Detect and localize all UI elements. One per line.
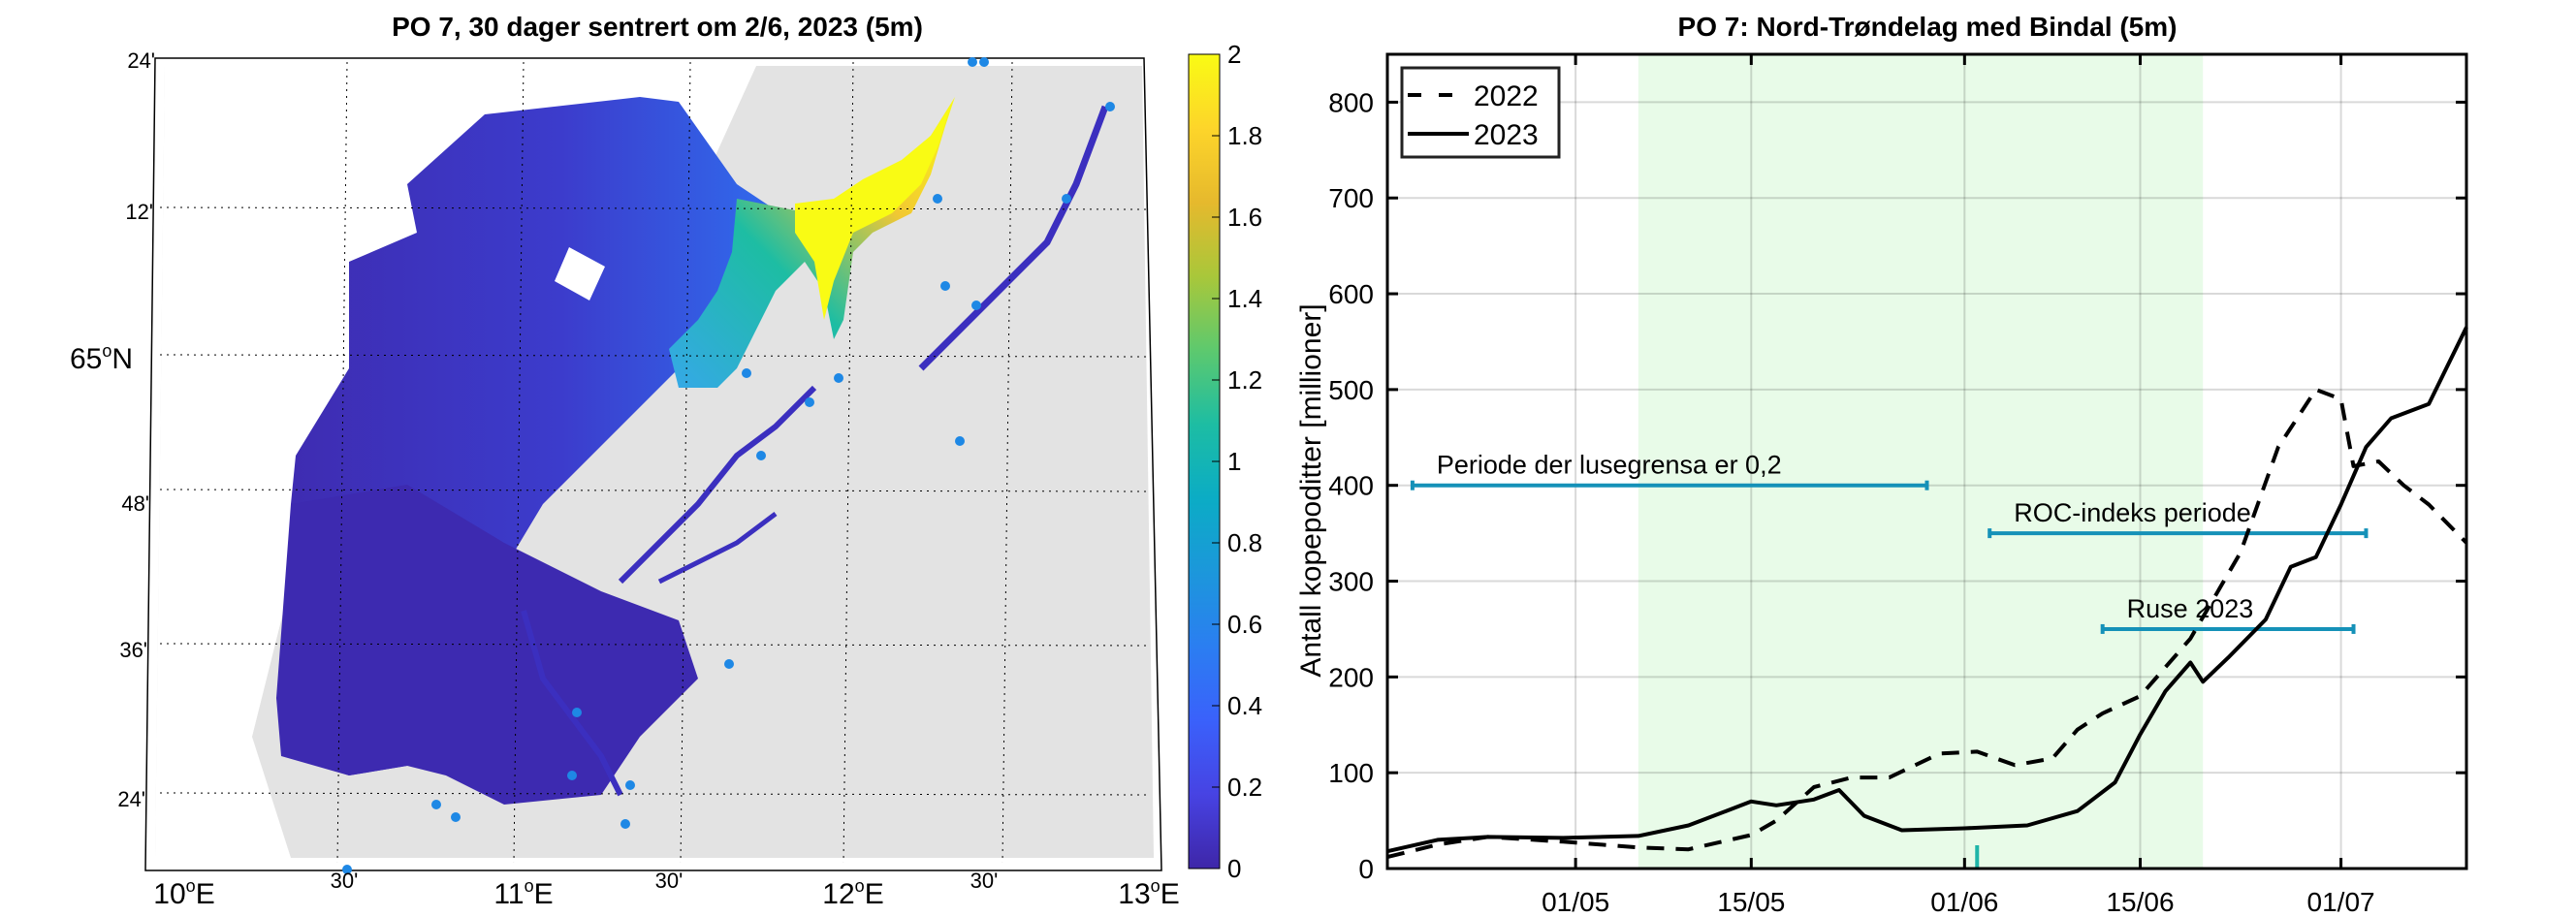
latitude-label: 12' <box>125 200 153 224</box>
colorbar-tick-label: 2 <box>1227 40 1241 69</box>
longitude-label: 30' <box>655 869 684 893</box>
y-tick-label: 500 <box>1328 375 1374 405</box>
map-title: PO 7, 30 dager sentrert om 2/6, 2023 (5m… <box>392 12 923 42</box>
station-marker <box>451 812 461 822</box>
station-marker <box>620 819 630 829</box>
chart-title: PO 7: Nord-Trøndelag med Bindal (5m) <box>1677 12 2178 42</box>
station-markers <box>342 57 1115 874</box>
map-figure: 10oE 30' 11oE 30' 12oE 30' 13oE 24' 12' 65oN 48' 3… <box>70 40 1262 910</box>
x-tick-label: 01/05 <box>1542 887 1609 917</box>
meridian <box>1002 61 1013 864</box>
y-tick-label: 300 <box>1328 567 1374 597</box>
y-tick-label: 0 <box>1358 854 1374 884</box>
fjord-far-south <box>521 610 623 797</box>
latitude-label: 36' <box>119 638 147 662</box>
station-marker <box>968 57 977 67</box>
colorbar-tick-label: 0.6 <box>1227 610 1262 639</box>
station-marker <box>933 194 942 204</box>
station-marker <box>805 397 814 407</box>
colorbar-tick-label: 0.8 <box>1227 528 1262 557</box>
station-marker <box>756 451 766 460</box>
legend-box <box>1400 66 1561 159</box>
colorbar-tick-label: 1 <box>1227 447 1241 476</box>
fjord-south <box>657 512 778 585</box>
map-grid <box>159 61 1150 864</box>
station-marker <box>625 780 635 790</box>
x-tick-label: 15/06 <box>2106 887 2174 917</box>
latitude-label: 65oN <box>70 341 133 375</box>
station-marker <box>971 300 981 310</box>
station-marker <box>1105 102 1115 111</box>
y-tick-label: 100 <box>1328 758 1374 788</box>
station-marker <box>742 368 751 378</box>
station-marker <box>724 659 734 669</box>
annotation-label: Ruse 2023 <box>2127 594 2254 623</box>
annotation-label: Periode der lusegrensa er 0,2 <box>1437 451 1782 480</box>
meridian <box>336 61 348 864</box>
x-tick-label: 01/06 <box>1930 887 1998 917</box>
station-marker <box>940 281 950 291</box>
longitude-label: 13oE <box>1118 876 1179 910</box>
colorbar-tick-label: 1.8 <box>1227 121 1262 150</box>
legend-label: 2022 <box>1474 80 1539 112</box>
longitude-label: 11oE <box>493 876 553 910</box>
series-line-2022 <box>1386 387 2468 860</box>
colorbar-tick-label: 1.6 <box>1227 203 1262 232</box>
colorbar-tick-label: 0.4 <box>1227 691 1262 720</box>
shaded-period <box>1638 54 2204 869</box>
longitude-label: 30' <box>331 869 359 893</box>
meridian <box>843 61 854 864</box>
station-marker <box>572 708 582 717</box>
series-line-2023 <box>1386 326 2468 854</box>
annotation-label: ROC-indeks periode <box>2014 498 2251 527</box>
axes-box <box>1385 52 2468 870</box>
y-tick-label: 400 <box>1328 471 1374 501</box>
colorbar-tick-label: 0 <box>1227 854 1241 883</box>
longitude-label: 30' <box>970 869 999 893</box>
station-marker <box>567 771 577 780</box>
legend-label: 2023 <box>1474 119 1539 151</box>
station-marker <box>955 436 965 446</box>
latitude-labels: 24' 12' 65oN 48' 36' 24' <box>70 48 155 811</box>
longitude-label: 10oE <box>153 876 214 910</box>
y-axis-label: Antall kopepoditter [millioner] <box>1295 303 1327 677</box>
latitude-label: 48' <box>121 491 149 516</box>
fjord-central <box>618 385 817 585</box>
colorbar-tick-label: 1.2 <box>1227 365 1262 395</box>
station-marker <box>979 57 989 67</box>
meridian <box>513 61 525 864</box>
station-marker <box>834 373 843 383</box>
latitude-label: 24' <box>127 48 155 73</box>
fjord-north <box>918 105 1109 371</box>
y-tick-label: 700 <box>1328 183 1374 213</box>
longitude-labels: 10oE 30' 11oE 30' 12oE 30' 13oE <box>153 869 1179 910</box>
station-marker <box>342 865 352 874</box>
colorbar-ticks: 0 0.2 0.4 0.6 0.8 1 1.2 1.4 1.6 1.8 2 <box>1212 40 1262 883</box>
y-tick-label: 200 <box>1328 662 1374 692</box>
no-data-patch <box>555 247 605 300</box>
station-marker <box>431 800 441 809</box>
colorbar-tick-label: 1.4 <box>1227 284 1262 313</box>
x-tick-label: 15/05 <box>1717 887 1785 917</box>
latitude-label: 24' <box>117 787 145 811</box>
y-tick-label: 800 <box>1328 87 1374 117</box>
meridian <box>680 61 691 864</box>
longitude-label: 12oE <box>822 876 883 910</box>
x-tick-label: 01/07 <box>2307 887 2375 917</box>
model-field-bright <box>795 107 950 320</box>
y-tick-label: 600 <box>1328 279 1374 309</box>
plot-area <box>1387 54 2466 869</box>
colorbar-tick-label: 0.2 <box>1227 773 1262 802</box>
station-marker <box>1062 194 1071 204</box>
